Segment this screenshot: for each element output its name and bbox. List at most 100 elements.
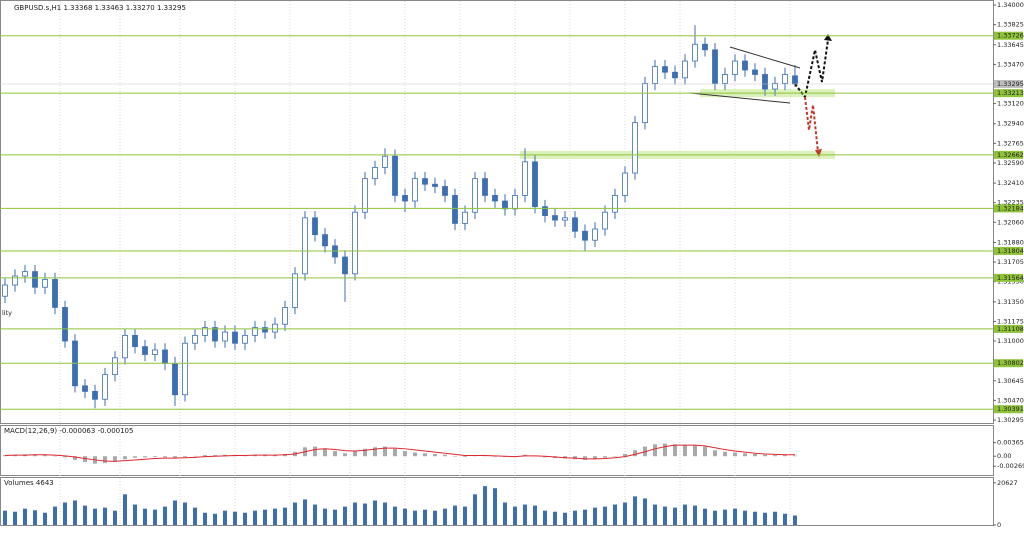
level-label: 1.32184 bbox=[997, 204, 1024, 212]
level-label: 1.32662 bbox=[997, 151, 1024, 159]
candle-body bbox=[422, 178, 428, 185]
volume-bar bbox=[443, 508, 447, 525]
candle-body bbox=[142, 346, 148, 355]
volume-bar bbox=[503, 502, 507, 525]
candle-body bbox=[62, 307, 68, 342]
candle-body bbox=[302, 217, 308, 275]
candle-body bbox=[572, 217, 578, 232]
y-tick-label: 0.003657 bbox=[997, 439, 1024, 447]
volume-bar bbox=[363, 503, 367, 525]
macd-bar bbox=[653, 444, 657, 457]
volume-bar bbox=[663, 506, 667, 525]
candle-body bbox=[612, 195, 618, 213]
macd-bar bbox=[773, 455, 777, 457]
candle-body bbox=[312, 217, 318, 236]
macd-bar bbox=[593, 456, 597, 460]
y-tick-label: 1.33825 bbox=[997, 21, 1024, 29]
volume-bar bbox=[353, 502, 357, 525]
candle-body bbox=[102, 374, 108, 400]
macd-bar bbox=[333, 451, 337, 457]
candle-body bbox=[502, 200, 508, 210]
macd-bar bbox=[173, 456, 177, 459]
volume-bar bbox=[673, 507, 677, 525]
volume-bar bbox=[243, 512, 247, 525]
volume-bar bbox=[53, 506, 57, 525]
arrow-head-up bbox=[824, 34, 832, 41]
macd-bar bbox=[413, 452, 417, 457]
macd-bar bbox=[543, 456, 547, 458]
macd-bar bbox=[113, 456, 117, 462]
candle-body bbox=[482, 178, 488, 196]
candle-body bbox=[602, 211, 608, 230]
annotation: lity bbox=[2, 309, 12, 317]
volume-bar bbox=[103, 507, 107, 525]
candle-body bbox=[622, 172, 628, 196]
y-tick-label: 0 bbox=[997, 521, 1001, 529]
macd-bar bbox=[613, 456, 617, 457]
volume-bar bbox=[233, 511, 237, 525]
volume-bar bbox=[513, 506, 517, 525]
volume-bar bbox=[63, 502, 67, 525]
macd-bar bbox=[463, 456, 467, 457]
volume-bar bbox=[3, 510, 7, 525]
volume-bar bbox=[183, 502, 187, 525]
y-tick-label: 1.31880 bbox=[997, 238, 1024, 246]
candle-body bbox=[462, 211, 468, 224]
trendline-lower bbox=[689, 92, 791, 104]
volume-panel bbox=[0, 477, 994, 526]
volume-bar bbox=[623, 502, 627, 525]
candle-body bbox=[282, 307, 288, 325]
macd-bar bbox=[603, 456, 607, 458]
candle-body bbox=[262, 327, 268, 333]
candle-body bbox=[432, 183, 438, 187]
macd-bar bbox=[433, 454, 437, 457]
candle-body bbox=[32, 271, 38, 288]
volume-bar bbox=[473, 494, 477, 525]
volume-bar bbox=[173, 500, 177, 525]
volume-bar bbox=[303, 499, 307, 525]
volume-bar bbox=[223, 510, 227, 525]
level-label: 1.30802 bbox=[997, 359, 1024, 367]
macd-bar bbox=[83, 456, 87, 463]
y-tick-label: 1.31350 bbox=[997, 298, 1024, 306]
volume-bar bbox=[73, 500, 77, 525]
drawings bbox=[689, 34, 832, 157]
candle-body bbox=[322, 234, 328, 247]
candle-body bbox=[752, 69, 758, 75]
macd-bar bbox=[213, 455, 217, 457]
volume-bar bbox=[463, 506, 467, 525]
volume-bar bbox=[783, 513, 787, 525]
volume-bar bbox=[733, 508, 737, 525]
volume-bar bbox=[523, 504, 527, 525]
volume-bar bbox=[203, 512, 207, 525]
macd-bar bbox=[493, 456, 497, 457]
candle-body bbox=[642, 83, 648, 124]
macd-bar bbox=[583, 456, 587, 460]
volume-bar bbox=[423, 509, 427, 525]
y-tick-label: 1.30295 bbox=[997, 416, 1024, 424]
level-label-bg bbox=[994, 204, 1023, 213]
volume-bar bbox=[773, 511, 777, 525]
volume-bar bbox=[133, 504, 137, 525]
candle-body bbox=[152, 349, 158, 355]
y-tick-label: 1.32060 bbox=[997, 218, 1024, 226]
candle-body bbox=[372, 167, 378, 180]
macd-bar bbox=[103, 456, 107, 463]
y-tick-label: 1.34000 bbox=[997, 1, 1024, 9]
volume-bar bbox=[483, 486, 487, 525]
volume-bar bbox=[583, 509, 587, 525]
macd-bar bbox=[43, 455, 47, 457]
candle-body bbox=[702, 43, 708, 51]
main-panel bbox=[0, 0, 994, 424]
volume-bar bbox=[193, 507, 197, 525]
volume-bar bbox=[433, 510, 437, 525]
macd-bar bbox=[53, 455, 57, 457]
y-tick-label: 1.32235 bbox=[997, 199, 1024, 207]
volume-bar bbox=[533, 505, 537, 525]
volume-bar bbox=[643, 498, 647, 525]
volume-bar bbox=[713, 510, 717, 525]
volume-bar bbox=[493, 488, 497, 525]
candle-body bbox=[122, 335, 128, 359]
macd-bar bbox=[423, 453, 427, 457]
candle-body bbox=[82, 385, 88, 392]
